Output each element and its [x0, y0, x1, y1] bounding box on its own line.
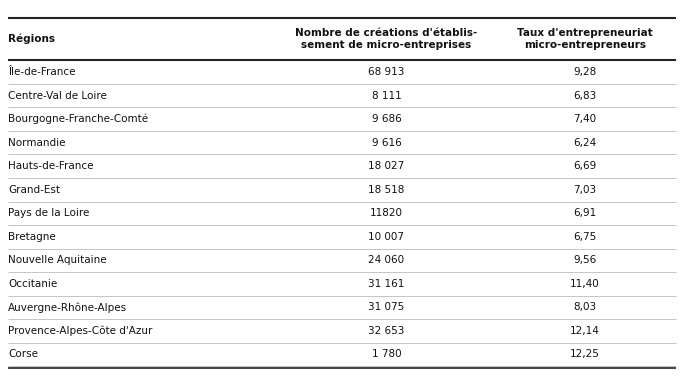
Text: 24 060: 24 060 [369, 255, 404, 265]
Text: 6,75: 6,75 [573, 232, 596, 242]
Text: Corse: Corse [8, 349, 38, 359]
Text: 9,28: 9,28 [573, 67, 596, 77]
Text: Régions: Régions [8, 34, 55, 44]
Text: 10 007: 10 007 [369, 232, 404, 242]
Text: 11,40: 11,40 [570, 279, 600, 289]
Text: 9 616: 9 616 [371, 138, 402, 148]
Text: 12,14: 12,14 [570, 326, 600, 336]
Text: 12,25: 12,25 [570, 349, 600, 359]
Text: 32 653: 32 653 [368, 326, 405, 336]
Text: Nombre de créations d'établis-
sement de micro-entreprises: Nombre de créations d'établis- sement de… [295, 28, 477, 50]
Text: Bretagne: Bretagne [8, 232, 56, 242]
Text: Île-de-France: Île-de-France [8, 67, 76, 77]
Text: Grand-Est: Grand-Est [8, 185, 60, 195]
Text: 9 686: 9 686 [371, 114, 402, 124]
Text: Bourgogne-Franche-Comté: Bourgogne-Franche-Comté [8, 114, 148, 124]
Text: 18 027: 18 027 [369, 161, 404, 171]
Text: Hauts-de-France: Hauts-de-France [8, 161, 94, 171]
Text: 18 518: 18 518 [368, 185, 405, 195]
Text: 6,83: 6,83 [573, 91, 596, 101]
Text: 8 111: 8 111 [371, 91, 402, 101]
Text: Taux d'entrepreneuriat
micro-entrepreneurs: Taux d'entrepreneuriat micro-entrepreneu… [517, 28, 653, 50]
Text: Auvergne-Rhône-Alpes: Auvergne-Rhône-Alpes [8, 302, 127, 313]
Text: Occitanie: Occitanie [8, 279, 57, 289]
Text: 31 075: 31 075 [369, 302, 404, 312]
Text: Centre-Val de Loire: Centre-Val de Loire [8, 91, 107, 101]
Text: Provence-Alpes-Côte d'Azur: Provence-Alpes-Côte d'Azur [8, 326, 153, 336]
Text: 9,56: 9,56 [573, 255, 596, 265]
Text: Nouvelle Aquitaine: Nouvelle Aquitaine [8, 255, 107, 265]
Text: 1 780: 1 780 [371, 349, 402, 359]
Text: Normandie: Normandie [8, 138, 66, 148]
Text: 6,24: 6,24 [573, 138, 596, 148]
Text: Pays de la Loire: Pays de la Loire [8, 208, 90, 218]
Text: 6,91: 6,91 [573, 208, 596, 218]
Text: 7,03: 7,03 [573, 185, 596, 195]
Text: 11820: 11820 [370, 208, 403, 218]
Text: 8,03: 8,03 [573, 302, 596, 312]
Text: 6,69: 6,69 [573, 161, 596, 171]
Text: 68 913: 68 913 [368, 67, 405, 77]
Text: 31 161: 31 161 [368, 279, 405, 289]
Text: 7,40: 7,40 [573, 114, 596, 124]
